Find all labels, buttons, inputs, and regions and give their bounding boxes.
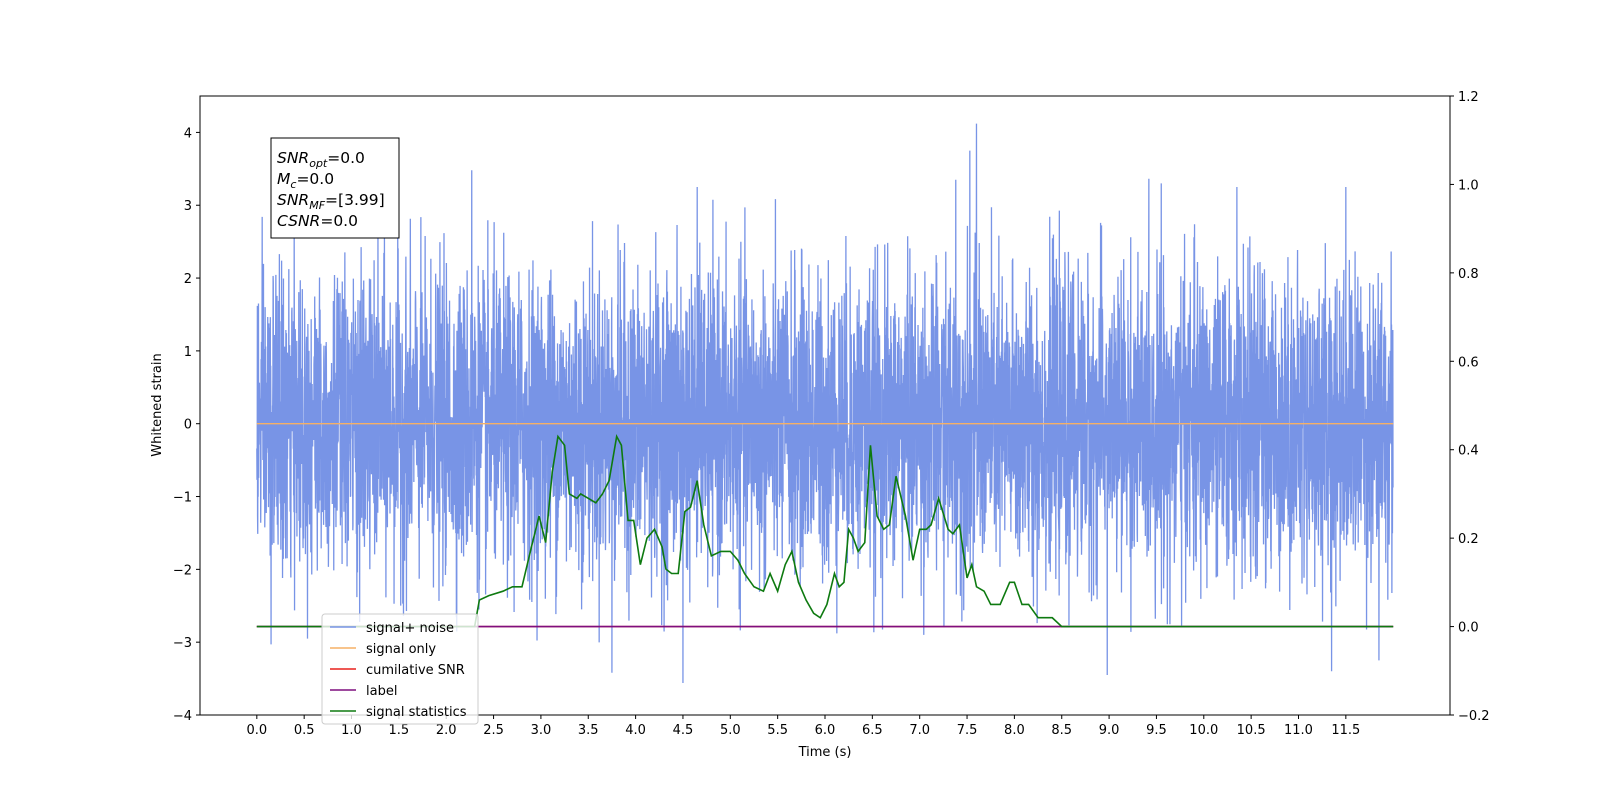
y-left-tick-label: −3 [173, 636, 192, 651]
y-right-tick-label: 0.8 [1458, 267, 1479, 282]
series-line-signal-statistics [256, 434, 1394, 628]
x-tick-label: 2.0 [436, 723, 457, 738]
x-axis-ticks: 0.0 0.5 1.0 1.5 2.0 2.5 3.0 3.5 4.0 4.5 5.0 5.5 6.0 6… [246, 715, 1360, 738]
y-right-tick-label: 0.0 [1458, 621, 1479, 636]
legend-label: signal statistics [366, 705, 467, 720]
x-tick-label: 1.0 [341, 723, 362, 738]
x-tick-label: 0.0 [246, 723, 267, 738]
legend-label: signal+ noise [366, 621, 454, 636]
y-right-tick-label: 0.4 [1458, 444, 1479, 459]
x-tick-label: 11.0 [1284, 723, 1313, 738]
x-tick-label: 4.0 [625, 723, 646, 738]
x-tick-label: 10.5 [1237, 723, 1266, 738]
x-axis-label: Time (s) [798, 745, 852, 760]
y-left-tick-label: −2 [173, 563, 192, 578]
legend-label: cumilative SNR [366, 663, 465, 678]
x-tick-label: 8.0 [1004, 723, 1025, 738]
x-tick-label: 7.0 [909, 723, 930, 738]
legend-frame [321, 613, 479, 725]
annotation-line: SNRopt=0.0 [277, 149, 365, 170]
x-tick-label: 5.0 [720, 723, 741, 738]
annotation-line: CSNR=0.0 [277, 212, 358, 230]
y-right-axis-ticks: −0.2 0.0 0.2 0.4 0.6 0.8 1.0 1.2 [1450, 90, 1490, 724]
series-line-signal-noise [256, 123, 1394, 683]
x-tick-label: 3.5 [578, 723, 599, 738]
y-left-tick-label: 2 [184, 272, 192, 287]
x-tick-label: 4.5 [673, 723, 694, 738]
y-right-tick-label: 0.2 [1458, 532, 1479, 547]
y-left-tick-label: 3 [184, 199, 192, 214]
y-right-tick-label: 1.2 [1458, 90, 1479, 105]
y-left-tick-label: 4 [184, 126, 192, 141]
x-tick-label: 6.5 [862, 723, 883, 738]
x-tick-label: 11.5 [1331, 723, 1360, 738]
y-left-axis-ticks: −4 −3 −2 −1 0 1 2 3 4 [173, 126, 200, 724]
x-tick-label: 10.0 [1189, 723, 1218, 738]
legend: signal+ noise signal only cumilative SNR la… [321, 613, 479, 725]
legend-label: signal only [366, 642, 436, 657]
x-tick-label: 9.0 [1099, 723, 1120, 738]
x-tick-label: 3.0 [531, 723, 552, 738]
annotation-line: SNRMF=[3.99] [277, 191, 385, 212]
x-tick-label: 9.5 [1146, 723, 1167, 738]
y-left-tick-label: 0 [184, 418, 192, 433]
y-right-tick-label: 0.6 [1458, 355, 1479, 370]
x-tick-label: 2.5 [483, 723, 504, 738]
legend-label: label [366, 684, 397, 699]
x-tick-label: 7.5 [957, 723, 978, 738]
y-left-tick-label: 1 [184, 345, 192, 360]
y-right-tick-label: 1.0 [1458, 178, 1479, 193]
x-tick-label: 6.0 [815, 723, 836, 738]
y-right-tick-label: −0.2 [1458, 709, 1490, 724]
y-left-tick-label: −4 [173, 709, 192, 724]
x-tick-label: 0.5 [294, 723, 315, 738]
y-left-axis-label: Whitened strain [150, 353, 165, 456]
annotation-line: Mc=0.0 [277, 170, 334, 191]
x-tick-label: 1.5 [389, 723, 410, 738]
x-tick-label: 5.5 [767, 723, 788, 738]
x-tick-label: 8.5 [1051, 723, 1072, 738]
y-left-tick-label: −1 [173, 491, 192, 506]
